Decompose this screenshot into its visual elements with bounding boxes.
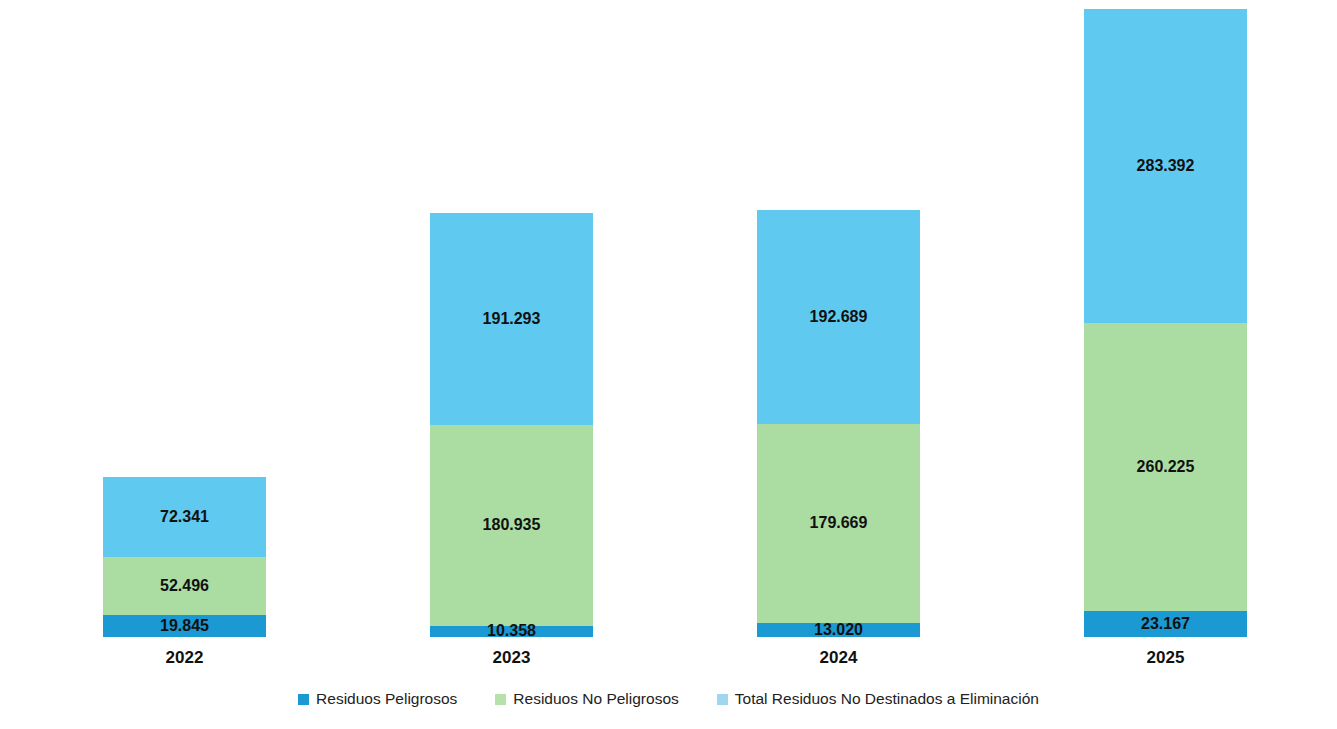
x-axis-label-2024: 2024 xyxy=(757,648,920,668)
bar-segment-2023-series-1: 180.935 xyxy=(430,425,593,625)
legend-marker-residuos-peligrosos-icon xyxy=(298,694,309,705)
bar-segment-2024-series-1: 179.669 xyxy=(757,424,920,623)
data-label: 180.935 xyxy=(483,517,541,533)
plot-area: 19.845 52.496 72.341 2022 10.358 180.935 191.2… xyxy=(0,0,1337,729)
x-axis-label-2025: 2025 xyxy=(1084,648,1247,668)
bar-segment-2025-series-1: 260.225 xyxy=(1084,323,1247,611)
legend-item-residuos-peligrosos: Residuos Peligrosos xyxy=(298,690,457,708)
legend-label-total-no-destinados: Total Residuos No Destinados a Eliminaci… xyxy=(735,690,1039,708)
data-label: 283.392 xyxy=(1137,158,1195,174)
bar-segment-2022-series-0: 19.845 xyxy=(103,615,266,637)
data-label: 23.167 xyxy=(1141,616,1190,632)
bar-2024: 13.020 179.669 192.689 xyxy=(757,210,920,637)
x-axis-label-2023: 2023 xyxy=(430,648,593,668)
data-label: 10.358 xyxy=(487,623,536,639)
bar-segment-2025-series-2: 283.392 xyxy=(1084,9,1247,323)
legend-item-total-no-destinados: Total Residuos No Destinados a Eliminaci… xyxy=(717,690,1039,708)
data-label: 191.293 xyxy=(483,311,541,327)
legend-label-residuos-peligrosos: Residuos Peligrosos xyxy=(316,690,457,708)
bar-2025: 23.167 260.225 283.392 xyxy=(1084,9,1247,637)
data-label: 13.020 xyxy=(814,622,863,638)
data-label: 260.225 xyxy=(1137,459,1195,475)
bar-segment-2024-series-2: 192.689 xyxy=(757,210,920,424)
x-axis-label-2022: 2022 xyxy=(103,648,266,668)
legend-item-residuos-no-peligrosos: Residuos No Peligrosos xyxy=(495,690,678,708)
bar-segment-2024-series-0: 13.020 xyxy=(757,623,920,637)
bar-segment-2025-series-0: 23.167 xyxy=(1084,611,1247,637)
bar-2023: 10.358 180.935 191.293 xyxy=(430,213,593,637)
legend-label-residuos-no-peligrosos: Residuos No Peligrosos xyxy=(513,690,678,708)
bar-segment-2023-series-0: 10.358 xyxy=(430,626,593,637)
data-label: 19.845 xyxy=(160,618,209,634)
bar-2022: 19.845 52.496 72.341 xyxy=(103,477,266,637)
data-label: 192.689 xyxy=(810,309,868,325)
legend-marker-total-no-destinados-icon xyxy=(717,694,728,705)
legend-marker-residuos-no-peligrosos-icon xyxy=(495,694,506,705)
bar-segment-2023-series-2: 191.293 xyxy=(430,213,593,425)
bar-segment-2022-series-1: 52.496 xyxy=(103,557,266,615)
chart-legend: Residuos Peligrosos Residuos No Peligros… xyxy=(0,690,1337,708)
data-label: 72.341 xyxy=(160,509,209,525)
bar-segment-2022-series-2: 72.341 xyxy=(103,477,266,557)
data-label: 179.669 xyxy=(810,515,868,531)
stacked-bar-chart: 19.845 52.496 72.341 2022 10.358 180.935 191.2… xyxy=(0,0,1337,729)
data-label: 52.496 xyxy=(160,578,209,594)
